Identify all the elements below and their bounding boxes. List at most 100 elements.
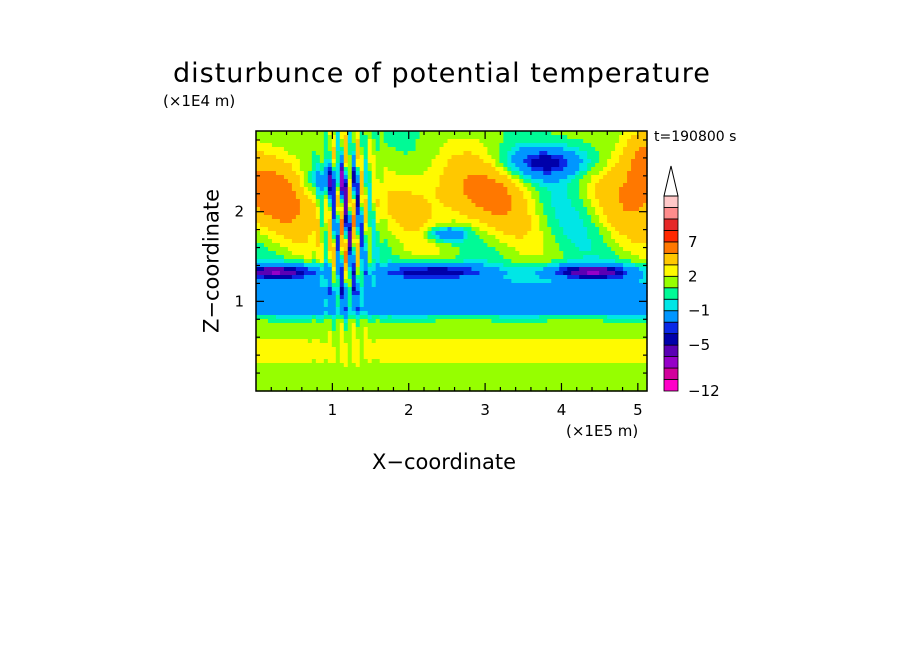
field-cell xyxy=(287,263,293,268)
field-cell xyxy=(547,139,552,144)
field-cell xyxy=(403,187,409,192)
field-cell xyxy=(431,319,437,324)
field-cell xyxy=(619,231,624,236)
field-cell xyxy=(299,171,305,176)
field-cell xyxy=(495,267,500,272)
field-cell xyxy=(307,307,313,312)
field-cell xyxy=(627,215,632,220)
field-cell xyxy=(455,143,461,148)
field-cell xyxy=(283,227,289,232)
field-cell xyxy=(351,167,357,172)
field-cell xyxy=(611,287,616,292)
field-cell xyxy=(287,203,293,208)
field-cell xyxy=(623,191,628,196)
field-cell xyxy=(371,299,377,304)
field-cell xyxy=(367,211,373,216)
field-cell xyxy=(335,307,341,312)
field-cell xyxy=(563,227,568,232)
field-cell xyxy=(319,187,325,192)
field-cell xyxy=(291,295,297,300)
field-cell xyxy=(635,315,640,320)
field-cell xyxy=(415,135,421,140)
field-cell xyxy=(283,135,289,140)
field-cell xyxy=(531,151,536,156)
field-cell xyxy=(591,179,596,184)
field-cell xyxy=(271,151,277,156)
field-cell xyxy=(487,243,492,248)
field-cell xyxy=(507,331,512,336)
field-cell xyxy=(347,143,353,148)
field-cell xyxy=(256,183,261,188)
field-cell xyxy=(415,231,421,236)
field-cell xyxy=(323,267,329,272)
field-cell xyxy=(403,331,409,336)
field-cell xyxy=(315,227,321,232)
field-cell xyxy=(551,243,556,248)
field-cell xyxy=(555,291,560,296)
field-cell xyxy=(439,331,445,336)
field-cell xyxy=(327,167,333,172)
field-cell xyxy=(491,155,496,160)
field-cell xyxy=(495,131,500,136)
field-cell xyxy=(599,207,604,212)
field-cell xyxy=(635,187,640,192)
field-cell xyxy=(427,251,433,256)
field-cell xyxy=(443,151,449,156)
field-cell xyxy=(291,147,297,152)
field-cell xyxy=(451,163,457,168)
field-cell xyxy=(535,163,540,168)
field-cell xyxy=(559,295,564,300)
field-cell xyxy=(455,239,461,244)
field-cell xyxy=(263,139,269,144)
field-cell xyxy=(495,279,500,284)
field-cell xyxy=(363,207,369,212)
field-cell xyxy=(491,299,496,304)
field-cell xyxy=(347,283,353,288)
field-cell xyxy=(431,163,437,168)
field-cell xyxy=(495,331,500,336)
field-cell xyxy=(579,199,584,204)
field-cell xyxy=(319,267,325,272)
field-cell xyxy=(287,247,293,252)
field-cell xyxy=(567,147,572,152)
field-cell xyxy=(327,311,333,316)
field-cell xyxy=(471,159,477,164)
field-cell xyxy=(423,275,429,280)
field-cell xyxy=(539,175,544,180)
field-cell xyxy=(643,203,648,208)
field-cell xyxy=(435,267,441,272)
field-cell xyxy=(379,195,385,200)
field-cell xyxy=(331,175,337,180)
field-cell xyxy=(539,151,544,156)
field-cell xyxy=(295,275,301,280)
field-cell xyxy=(503,259,508,264)
field-cell xyxy=(403,195,409,200)
field-cell xyxy=(455,235,461,240)
field-cell xyxy=(259,203,265,208)
field-cell xyxy=(459,187,465,192)
field-cell xyxy=(499,251,504,256)
field-cell xyxy=(367,311,373,316)
field-cell xyxy=(547,223,552,228)
field-cell xyxy=(387,227,393,232)
field-cell xyxy=(395,279,401,284)
field-cell xyxy=(375,151,381,156)
field-cell xyxy=(607,235,612,240)
field-cell xyxy=(487,223,492,228)
field-cell xyxy=(639,319,644,324)
field-cell xyxy=(407,327,413,332)
field-cell xyxy=(547,155,552,160)
field-cell xyxy=(279,135,285,140)
field-cell xyxy=(299,271,305,276)
field-cell xyxy=(547,331,552,336)
field-cell xyxy=(527,271,532,276)
field-cell xyxy=(431,315,437,320)
field-cell xyxy=(279,191,285,196)
field-cell xyxy=(411,271,417,276)
field-cell xyxy=(603,195,608,200)
field-cell xyxy=(395,139,401,144)
field-cell xyxy=(627,275,632,280)
field-cell xyxy=(599,223,604,228)
field-cell xyxy=(451,307,457,312)
field-cell xyxy=(571,219,576,224)
